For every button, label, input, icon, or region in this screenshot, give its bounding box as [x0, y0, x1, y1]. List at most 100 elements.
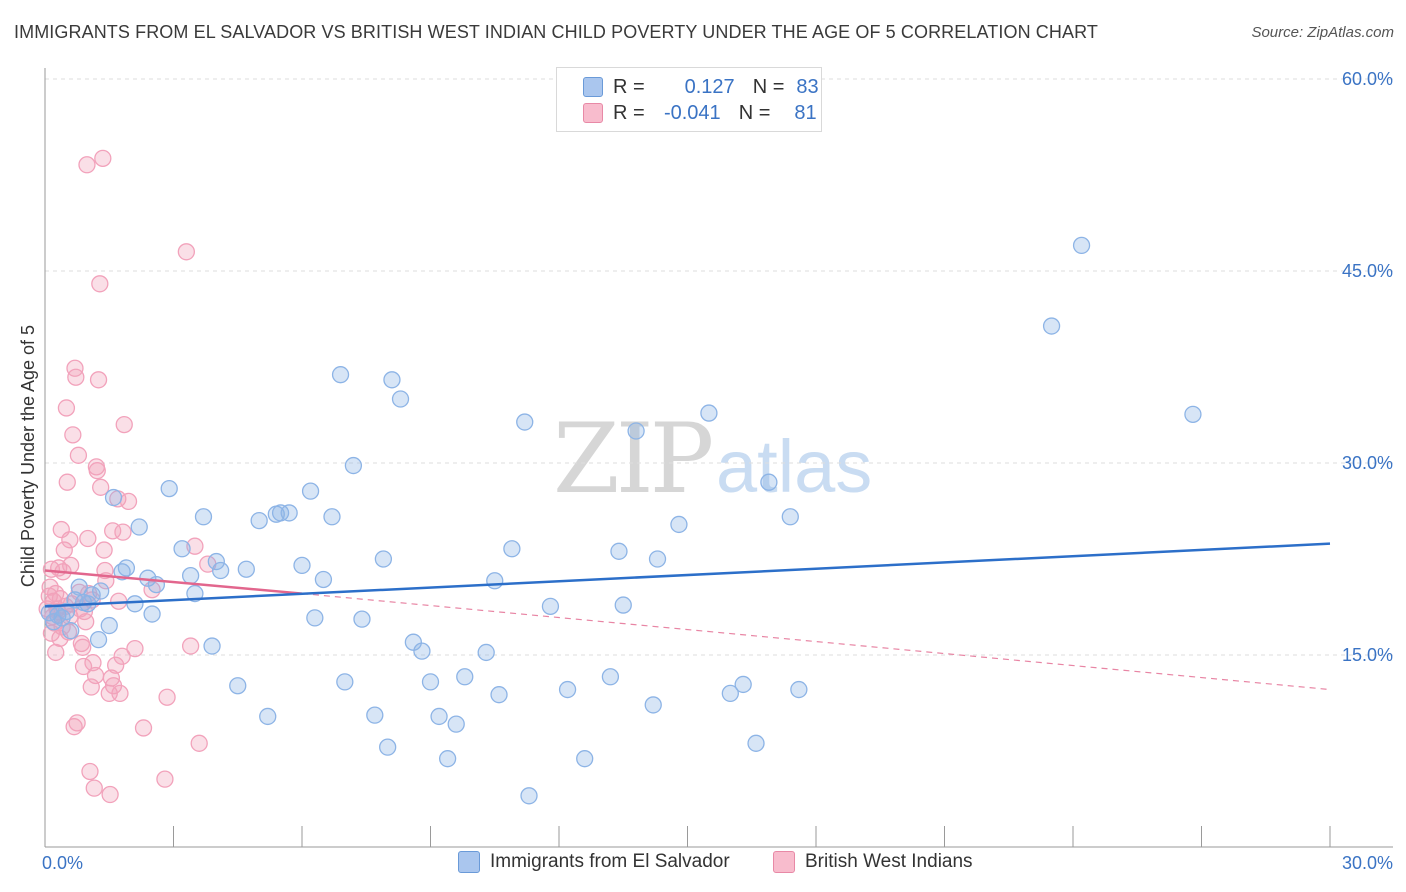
data-point-el-salvador [366, 706, 384, 724]
data-point-el-salvador [1072, 236, 1091, 255]
data-point-british-west-indian [158, 688, 176, 706]
data-point-el-salvador [601, 668, 620, 686]
data-point-british-west-indian [69, 446, 88, 464]
data-point-el-salvador [323, 508, 341, 526]
data-point-el-salvador [301, 482, 320, 500]
legend-row-british-west-indian: R = -0.041 N = 81 [583, 101, 817, 125]
y-tick-label: 30.0% [1342, 453, 1393, 473]
data-point-el-salvador [160, 479, 178, 498]
data-point-el-salvador [331, 366, 350, 384]
legend-n-label: N = [738, 101, 771, 124]
data-point-el-salvador [516, 413, 534, 431]
data-point-el-salvador [126, 595, 144, 613]
data-point-british-west-indian [47, 643, 65, 662]
data-point-british-west-indian [186, 537, 204, 555]
trend-line-british-west-indians [44, 569, 303, 595]
data-point-british-west-indian [107, 656, 125, 674]
legend-item-british-west-indians: British West Indians [773, 851, 973, 873]
x-tick-label: 0.0% [42, 853, 83, 873]
data-point-el-salvador [747, 734, 765, 752]
watermark-zip: ZIP [553, 403, 712, 515]
data-point-el-salvador [250, 511, 268, 530]
data-point-el-salvador [490, 686, 508, 704]
data-point-british-west-indian [177, 243, 196, 261]
data-point-el-salvador [203, 637, 221, 655]
data-point-british-west-indian [67, 368, 85, 386]
data-point-british-west-indian [88, 462, 106, 480]
data-point-british-west-indian [66, 359, 84, 377]
legend-r-label: R = [613, 75, 645, 98]
data-point-el-salvador [306, 609, 324, 627]
data-point-british-west-indian [126, 639, 144, 658]
data-point-el-salvador [374, 550, 393, 568]
data-point-british-west-indian [134, 719, 153, 737]
data-point-el-salvador [430, 707, 448, 726]
data-point-el-salvador [89, 630, 108, 649]
data-point-el-salvador [117, 559, 136, 577]
data-point-british-west-indian [89, 371, 108, 389]
data-point-el-salvador [438, 750, 457, 768]
legend-n-value: 81 [794, 101, 817, 124]
data-point-el-salvador [614, 596, 632, 614]
data-point-el-salvador [447, 715, 465, 733]
data-point-el-salvador [57, 602, 76, 621]
stats-legend: R = 0.127 N = 83 R = -0.041 N = 81 [556, 67, 822, 132]
data-point-british-west-indian [61, 531, 79, 549]
legend-label: Immigrants from El Salvador [490, 851, 730, 872]
data-point-el-salvador [503, 540, 521, 558]
data-point-el-salvador [130, 518, 148, 536]
data-point-british-west-indian [156, 770, 174, 788]
data-point-el-salvador [293, 556, 311, 575]
data-point-british-west-indian [62, 556, 80, 575]
data-point-el-salvador [314, 570, 333, 589]
y-tick-label: 60.0% [1342, 69, 1393, 89]
data-point-el-salvador [1042, 317, 1061, 335]
legend-r-value: -0.041 [663, 101, 721, 124]
data-point-el-salvador [143, 605, 161, 623]
data-point-el-salvador [391, 390, 410, 408]
data-point-el-salvador [670, 515, 688, 534]
legend-label: British West Indians [805, 851, 973, 872]
data-point-british-west-indian [85, 779, 103, 797]
data-point-el-salvador [280, 504, 298, 522]
data-point-el-salvador [644, 696, 662, 714]
data-point-british-west-indian [55, 541, 73, 559]
data-point-el-salvador [648, 550, 667, 568]
data-point-british-west-indian [74, 638, 92, 656]
legend-r-label: R = [613, 101, 645, 124]
data-point-british-west-indian [190, 734, 208, 752]
y-axis-title: Child Poverty Under the Age of 5 [18, 325, 38, 587]
chart-title: IMMIGRANTS FROM EL SALVADOR VS BRITISH W… [14, 22, 1098, 42]
data-point-el-salvador [558, 680, 577, 699]
legend-row-el-salvador: R = 0.127 N = 83 [583, 75, 819, 99]
data-point-el-salvador [62, 622, 80, 640]
legend-r-value: 0.127 [684, 75, 735, 98]
data-point-british-west-indian [79, 529, 97, 548]
series-el-salvador [40, 236, 1202, 805]
data-point-el-salvador [336, 673, 354, 691]
legend-swatch-blue [583, 77, 603, 97]
data-point-british-west-indian [86, 666, 105, 685]
data-point-el-salvador [1184, 405, 1202, 424]
data-point-british-west-indian [95, 541, 113, 559]
series-british-west-indians [38, 149, 217, 804]
data-point-el-salvador [229, 677, 247, 695]
data-point-el-salvador [259, 707, 277, 726]
data-point-el-salvador [413, 642, 431, 660]
data-point-el-salvador [211, 561, 230, 580]
data-point-british-west-indian [58, 473, 76, 491]
data-point-el-salvador [344, 456, 363, 475]
data-point-british-west-indian [68, 714, 86, 732]
data-point-el-salvador [383, 371, 401, 389]
data-point-british-west-indian [78, 156, 96, 174]
data-point-el-salvador [541, 597, 560, 616]
data-point-el-salvador [421, 673, 440, 691]
data-point-el-salvador [790, 680, 808, 699]
data-point-el-salvador [520, 787, 538, 805]
data-point-british-west-indian [111, 684, 129, 703]
data-point-british-west-indian [115, 415, 133, 434]
data-point-british-west-indian [119, 492, 138, 511]
data-point-el-salvador [576, 750, 594, 768]
legend-item-el-salvador: Immigrants from El Salvador [458, 851, 730, 873]
